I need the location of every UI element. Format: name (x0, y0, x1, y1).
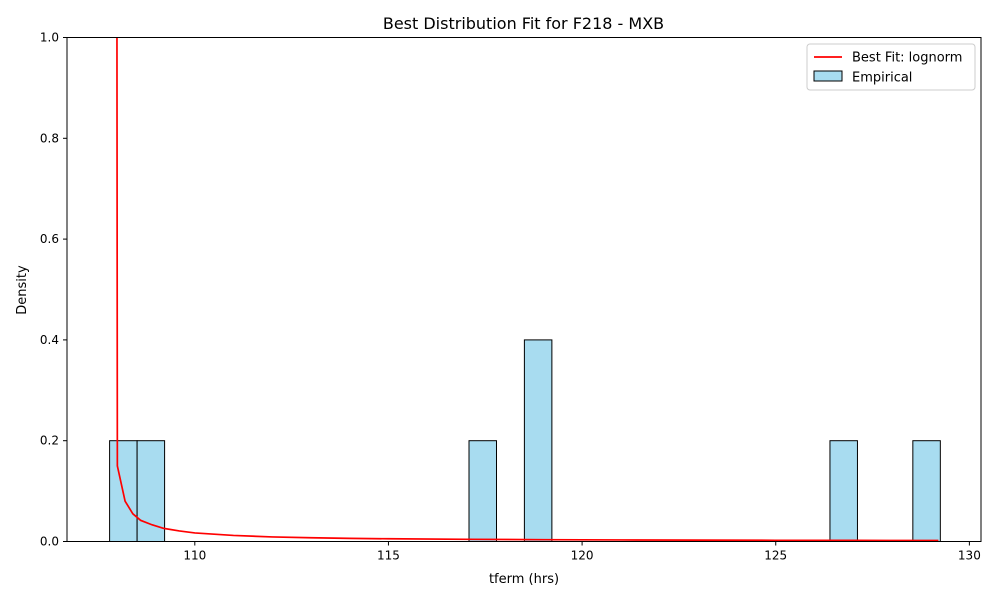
legend-bar-swatch (813, 70, 843, 82)
x-tick-label: 115 (377, 549, 400, 563)
y-tick-label: 0.8 (40, 131, 59, 145)
x-tick-label: 130 (958, 549, 981, 563)
fit-line (116, 37, 939, 542)
y-tick-label: 0.6 (40, 232, 59, 246)
x-tick-label: 110 (183, 549, 206, 563)
x-tick-label: 125 (764, 549, 787, 563)
legend: Best Fit: lognorm Empirical (806, 43, 976, 91)
histogram-bar (468, 440, 498, 543)
plot-frame (66, 37, 982, 542)
legend-box (806, 43, 976, 91)
y-tick-label: 0.2 (40, 434, 59, 448)
y-axis-ticks: 0.0 0.2 0.4 0.6 0.8 1.0 (40, 31, 67, 549)
x-axis-ticks: 110 115 120 125 130 (183, 541, 981, 563)
histogram-bar (136, 440, 166, 543)
histogram-bar (523, 339, 553, 542)
histogram-bars (109, 339, 941, 543)
x-tick-label: 120 (571, 549, 594, 563)
y-axis-label: Density (15, 265, 30, 315)
chart-title: Best Distribution Fit for F218 - MXB (383, 14, 664, 33)
histogram-bar (829, 440, 858, 543)
y-tick-label: 1.0 (40, 31, 59, 45)
x-axis-label: tferm (hrs) (489, 572, 559, 587)
y-tick-label: 0.0 (40, 535, 59, 549)
histogram-bar (912, 440, 941, 543)
legend-entry-fit: Best Fit: lognorm (852, 51, 962, 66)
legend-entry-empirical: Empirical (852, 71, 912, 86)
y-tick-label: 0.4 (40, 333, 59, 347)
